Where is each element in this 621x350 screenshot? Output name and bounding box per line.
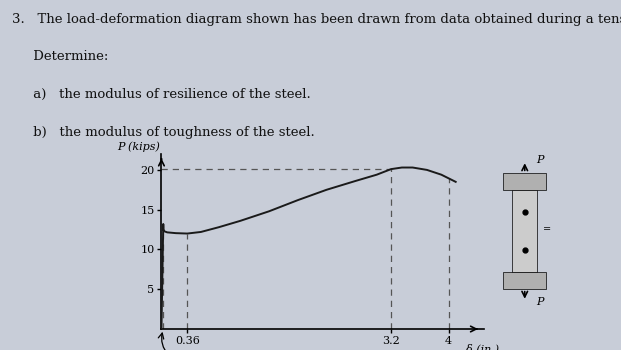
Text: P: P [536, 296, 543, 307]
Polygon shape [512, 190, 537, 272]
Text: a)   the modulus of resilience of the steel.: a) the modulus of resilience of the stee… [12, 88, 311, 101]
Text: δ (in.): δ (in.) [466, 343, 499, 350]
Text: P: P [536, 155, 543, 166]
Text: =: = [543, 225, 551, 234]
Text: b)   the modulus of toughness of the steel.: b) the modulus of toughness of the steel… [12, 126, 315, 139]
Text: P (kips): P (kips) [117, 142, 160, 152]
Text: Determine:: Determine: [12, 50, 109, 63]
Polygon shape [503, 272, 546, 289]
Text: 3.   The load-deformation diagram shown has been drawn from data obtained during: 3. The load-deformation diagram shown ha… [12, 13, 621, 26]
Polygon shape [503, 173, 546, 190]
